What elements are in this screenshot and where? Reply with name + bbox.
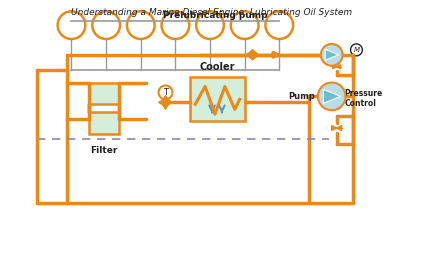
Polygon shape: [165, 98, 173, 106]
Text: Filter: Filter: [91, 146, 118, 155]
Polygon shape: [337, 65, 341, 69]
FancyArrowPatch shape: [272, 53, 277, 57]
FancyBboxPatch shape: [190, 77, 244, 121]
Text: Pressure
Control: Pressure Control: [345, 89, 383, 108]
Polygon shape: [159, 98, 165, 106]
Text: M: M: [354, 47, 360, 53]
Polygon shape: [333, 65, 337, 69]
Text: Understanding a Marine Diesel Engine: Lubricating Oil System: Understanding a Marine Diesel Engine: Lu…: [71, 8, 352, 17]
Circle shape: [351, 44, 363, 56]
Polygon shape: [162, 102, 170, 109]
Polygon shape: [337, 126, 342, 130]
Circle shape: [332, 99, 342, 109]
Polygon shape: [324, 89, 341, 103]
Polygon shape: [325, 49, 339, 60]
Text: Cooler: Cooler: [200, 62, 235, 72]
Polygon shape: [162, 95, 170, 102]
Circle shape: [318, 83, 346, 110]
Text: Pump: Pump: [288, 92, 315, 101]
Circle shape: [159, 86, 173, 99]
FancyBboxPatch shape: [89, 112, 119, 134]
FancyBboxPatch shape: [89, 83, 119, 104]
Polygon shape: [247, 50, 258, 60]
Text: Prelubricating pump: Prelubricating pump: [163, 11, 267, 20]
Polygon shape: [332, 126, 337, 130]
Circle shape: [321, 44, 343, 66]
Text: T: T: [163, 88, 168, 97]
